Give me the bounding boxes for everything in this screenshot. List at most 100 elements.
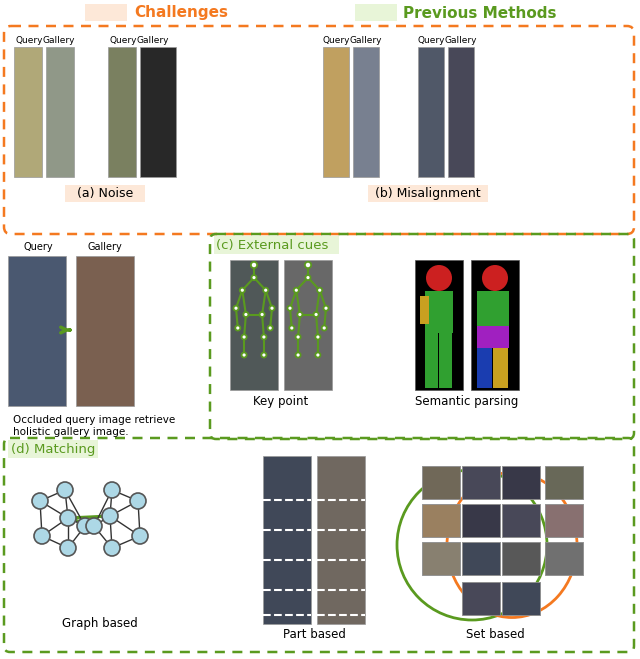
- Circle shape: [243, 312, 248, 317]
- Circle shape: [132, 528, 148, 544]
- Text: Gallery: Gallery: [445, 36, 477, 45]
- Bar: [502, 504, 540, 537]
- Bar: [502, 466, 540, 499]
- Bar: [545, 466, 583, 499]
- Circle shape: [296, 335, 301, 339]
- Circle shape: [34, 528, 50, 544]
- Text: Gallery: Gallery: [88, 242, 122, 252]
- Text: Gallery: Gallery: [349, 36, 382, 45]
- Bar: [140, 47, 176, 177]
- Circle shape: [294, 288, 299, 293]
- Bar: [425, 333, 438, 388]
- Circle shape: [102, 508, 118, 524]
- Bar: [108, 47, 136, 177]
- Bar: [462, 466, 500, 499]
- Circle shape: [305, 262, 311, 268]
- Circle shape: [60, 510, 76, 526]
- Bar: [502, 542, 540, 575]
- Circle shape: [317, 288, 322, 293]
- Circle shape: [268, 326, 273, 331]
- Bar: [14, 47, 42, 177]
- Circle shape: [86, 518, 102, 534]
- Bar: [462, 542, 500, 575]
- Circle shape: [305, 275, 310, 280]
- Text: (a) Noise: (a) Noise: [77, 188, 133, 200]
- Bar: [230, 260, 278, 390]
- Bar: [85, 4, 127, 21]
- Circle shape: [252, 275, 257, 280]
- Circle shape: [260, 312, 264, 317]
- Circle shape: [251, 262, 257, 268]
- Circle shape: [104, 540, 120, 556]
- Bar: [462, 582, 500, 615]
- Circle shape: [241, 335, 246, 339]
- Text: Query: Query: [417, 36, 445, 45]
- Circle shape: [104, 482, 120, 498]
- Text: Key point: Key point: [253, 395, 308, 408]
- Text: (d) Matching: (d) Matching: [11, 444, 95, 457]
- Circle shape: [241, 353, 246, 358]
- Bar: [422, 542, 460, 575]
- Text: Query: Query: [23, 242, 53, 252]
- Bar: [355, 4, 397, 21]
- Bar: [323, 47, 349, 177]
- Text: (c) External cues: (c) External cues: [216, 239, 328, 252]
- Bar: [477, 291, 509, 326]
- Bar: [418, 47, 444, 177]
- Bar: [545, 466, 583, 499]
- Circle shape: [287, 306, 292, 311]
- Bar: [477, 348, 492, 388]
- Text: Query: Query: [15, 36, 43, 45]
- Bar: [502, 582, 540, 615]
- Circle shape: [236, 326, 241, 331]
- Text: Semantic parsing: Semantic parsing: [415, 395, 518, 408]
- Bar: [545, 542, 583, 575]
- Circle shape: [298, 312, 303, 317]
- Bar: [471, 260, 519, 390]
- Bar: [422, 542, 460, 575]
- Text: Gallery: Gallery: [137, 36, 169, 45]
- Bar: [65, 185, 145, 202]
- Bar: [420, 296, 429, 324]
- Bar: [448, 47, 474, 177]
- Text: Query: Query: [109, 36, 137, 45]
- Bar: [368, 185, 488, 202]
- Bar: [8, 256, 66, 406]
- Bar: [415, 260, 463, 390]
- Bar: [502, 582, 540, 615]
- Bar: [462, 504, 500, 537]
- Bar: [76, 256, 134, 406]
- Bar: [422, 504, 460, 537]
- Circle shape: [60, 540, 76, 556]
- Text: (b) Misalignment: (b) Misalignment: [375, 188, 481, 200]
- Bar: [502, 466, 540, 499]
- Circle shape: [323, 306, 328, 311]
- Circle shape: [426, 265, 452, 291]
- Circle shape: [296, 353, 301, 358]
- Bar: [493, 348, 508, 388]
- Circle shape: [32, 493, 48, 509]
- Bar: [502, 504, 540, 537]
- Bar: [353, 47, 379, 177]
- Bar: [425, 291, 453, 333]
- Bar: [477, 326, 509, 348]
- Text: Gallery: Gallery: [43, 36, 76, 45]
- Bar: [317, 456, 365, 624]
- Circle shape: [77, 518, 93, 534]
- Bar: [545, 504, 583, 537]
- Circle shape: [261, 335, 266, 339]
- Bar: [46, 47, 74, 177]
- Circle shape: [130, 493, 146, 509]
- Bar: [214, 236, 339, 254]
- Circle shape: [234, 306, 239, 311]
- Text: Set based: Set based: [466, 628, 524, 641]
- Circle shape: [269, 306, 275, 311]
- Circle shape: [482, 265, 508, 291]
- Bar: [462, 466, 500, 499]
- Text: Occluded query image retrieve
holistic gallery image.: Occluded query image retrieve holistic g…: [13, 415, 175, 437]
- Bar: [545, 542, 583, 575]
- Bar: [422, 504, 460, 537]
- Bar: [422, 466, 460, 499]
- Circle shape: [263, 288, 268, 293]
- Bar: [462, 542, 500, 575]
